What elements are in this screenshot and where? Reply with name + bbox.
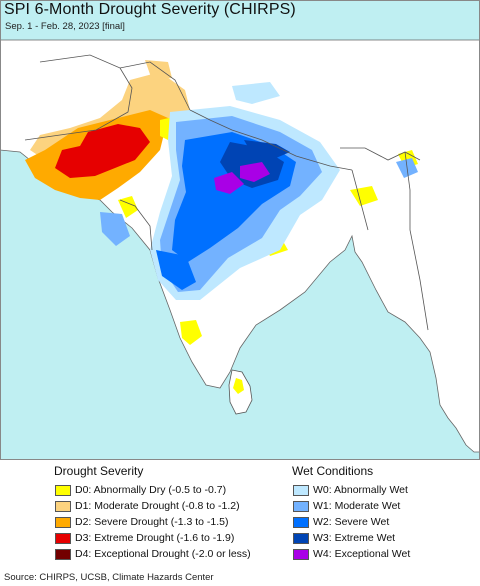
extreme-drought-pakistan bbox=[55, 124, 150, 178]
wet-legend-heading: Wet Conditions bbox=[292, 464, 374, 478]
legend-item-d2: D2: Severe Drought (-1.3 to -1.5) bbox=[55, 515, 229, 529]
exceptional-wet-zone-2 bbox=[240, 162, 270, 182]
swatch-d3 bbox=[55, 532, 71, 544]
source-credit: Source: CHIRPS, UCSB, Climate Hazards Ce… bbox=[4, 572, 214, 583]
exceptional-wet-zone bbox=[214, 172, 244, 194]
legend-item-w1: W1: Moderate Wet bbox=[293, 499, 400, 513]
legend-item-d3: D3: Extreme Drought (-1.6 to -1.9) bbox=[55, 531, 234, 545]
moderate-wet-gujarat bbox=[100, 212, 130, 246]
swatch-d2 bbox=[55, 516, 71, 528]
drought-map bbox=[0, 0, 480, 460]
legend-item-w0: W0: Abnormally Wet bbox=[293, 483, 408, 497]
swatch-w2 bbox=[293, 516, 309, 528]
legend-label-w3: W3: Extreme Wet bbox=[313, 532, 396, 544]
map-title: SPI 6-Month Drought Severity (CHIRPS) bbox=[4, 1, 296, 18]
swatch-w4 bbox=[293, 548, 309, 560]
legend-label-d4: D4: Exceptional Drought (-2.0 or less) bbox=[75, 548, 251, 560]
legend: Drought Severity Wet Conditions D0: Abno… bbox=[0, 460, 480, 570]
moderate-drought-ne-afghan bbox=[145, 60, 172, 80]
legend-label-w0: W0: Abnormally Wet bbox=[313, 484, 408, 496]
dry-patch-bengal bbox=[350, 186, 378, 206]
map-subtitle: Sep. 1 - Feb. 28, 2023 [final] bbox=[5, 21, 125, 32]
tibet-abnormally-wet bbox=[232, 82, 280, 104]
swatch-d4 bbox=[55, 548, 71, 560]
legend-label-d1: D1: Moderate Drought (-0.8 to -1.2) bbox=[75, 500, 240, 512]
legend-label-w1: W1: Moderate Wet bbox=[313, 500, 401, 512]
legend-label-d2: D2: Severe Drought (-1.3 to -1.5) bbox=[75, 516, 229, 528]
extreme-wet-nepal bbox=[244, 140, 290, 158]
drought-legend-heading: Drought Severity bbox=[54, 464, 144, 478]
legend-item-d0: D0: Abnormally Dry (-0.5 to -0.7) bbox=[55, 483, 226, 497]
swatch-d0 bbox=[55, 484, 71, 496]
legend-item-d1: D1: Moderate Drought (-0.8 to -1.2) bbox=[55, 499, 240, 513]
swatch-w3 bbox=[293, 532, 309, 544]
legend-label-w4: W4: Exceptional Wet bbox=[313, 548, 411, 560]
severe-wet-south bbox=[156, 250, 196, 290]
dry-patch-south bbox=[180, 320, 202, 345]
swatch-d1 bbox=[55, 500, 71, 512]
legend-item-w2: W2: Severe Wet bbox=[293, 515, 389, 529]
sri-lanka-dry bbox=[233, 378, 244, 394]
legend-label-d0: D0: Abnormally Dry (-0.5 to -0.7) bbox=[75, 484, 227, 496]
country-borders bbox=[24, 54, 429, 331]
legend-item-w4: W4: Exceptional Wet bbox=[293, 547, 410, 561]
legend-label-w2: W2: Severe Wet bbox=[313, 516, 390, 528]
swatch-w1 bbox=[293, 500, 309, 512]
swatch-w0 bbox=[293, 484, 309, 496]
legend-item-d4: D4: Exceptional Drought (-2.0 or less) bbox=[55, 547, 251, 561]
legend-item-w3: W3: Extreme Wet bbox=[293, 531, 395, 545]
legend-label-d3: D3: Extreme Drought (-1.6 to -1.9) bbox=[75, 532, 235, 544]
